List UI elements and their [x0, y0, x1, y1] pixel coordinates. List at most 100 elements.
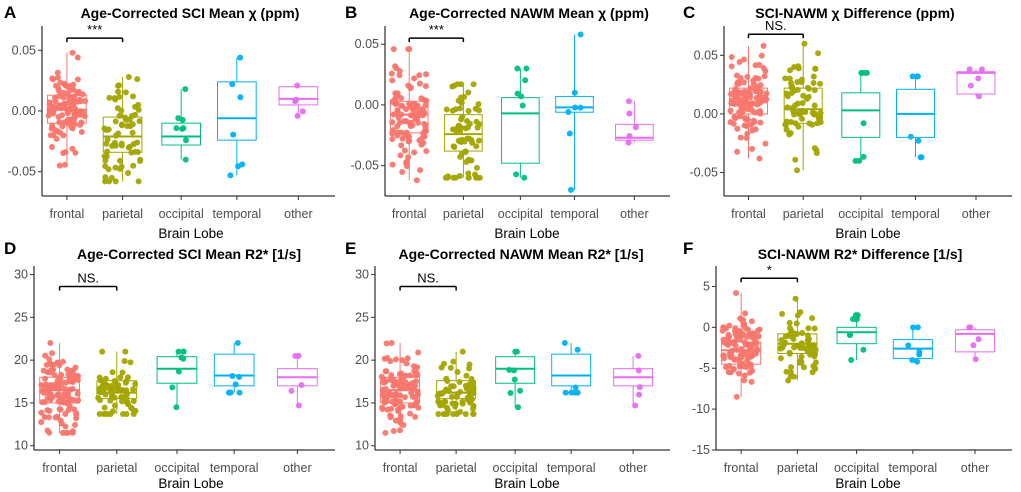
data-point	[966, 324, 973, 331]
data-point	[572, 389, 579, 396]
panel-title: Age-Corrected SCI Mean R2* [1/s]	[77, 246, 301, 262]
data-point	[60, 150, 67, 157]
data-point	[98, 385, 105, 392]
data-point	[125, 74, 132, 80]
data-point	[388, 70, 395, 77]
data-point	[379, 391, 386, 398]
data-point	[761, 73, 768, 80]
data-point	[763, 96, 770, 103]
data-point	[456, 172, 463, 179]
data-point	[236, 389, 243, 396]
data-point	[129, 129, 136, 136]
data-point	[734, 148, 741, 155]
data-point	[107, 397, 114, 404]
data-point	[412, 413, 419, 420]
data-point	[728, 63, 735, 70]
box-parietal	[95, 348, 139, 418]
data-point	[577, 104, 584, 111]
data-point	[473, 174, 480, 181]
data-point	[813, 150, 820, 157]
panel-letter: E	[345, 239, 356, 258]
data-point	[58, 371, 65, 378]
data-point	[577, 31, 584, 38]
x-tick-label: temporal	[547, 461, 596, 475]
data-point	[82, 97, 89, 104]
data-point	[465, 156, 472, 163]
data-point	[752, 348, 759, 355]
data-point	[745, 88, 752, 95]
data-point	[468, 390, 475, 397]
y-tick-label: 10	[14, 439, 28, 453]
data-point	[743, 349, 750, 356]
data-point	[70, 81, 77, 88]
data-point	[454, 369, 461, 376]
data-point	[789, 83, 796, 90]
data-point	[748, 378, 755, 385]
data-point	[475, 101, 482, 108]
data-point	[102, 163, 109, 170]
y-tick-label: 0	[703, 320, 710, 334]
data-point	[760, 42, 767, 49]
data-point	[44, 427, 51, 434]
data-point	[782, 339, 789, 346]
data-point	[41, 389, 48, 396]
data-point	[75, 90, 82, 97]
data-point	[132, 111, 139, 118]
data-point	[117, 374, 124, 381]
panel-c: C SCI-NAWM χ Difference (ppm) -0.05 0.00 0…	[683, 3, 1012, 241]
data-point	[125, 169, 132, 176]
data-point	[435, 411, 442, 418]
x-tick-label: temporal	[889, 461, 938, 475]
data-point	[73, 410, 80, 417]
data-point	[626, 132, 633, 139]
data-point	[572, 384, 579, 391]
data-point	[789, 105, 796, 112]
box-iqr	[161, 122, 202, 146]
data-point	[811, 102, 818, 109]
data-point	[743, 134, 750, 141]
data-point	[791, 344, 798, 351]
data-point	[917, 154, 924, 161]
y-tick-label: 15	[355, 396, 369, 410]
panel-e: E Age-Corrected NAWM Mean R2* [1/s] 10 15…	[345, 239, 670, 491]
data-point	[752, 126, 759, 133]
data-point	[733, 393, 740, 400]
data-point	[473, 164, 480, 171]
data-point	[907, 133, 914, 140]
data-point	[401, 394, 408, 401]
panel-letter: D	[4, 239, 16, 258]
data-point	[397, 392, 404, 399]
y-tick-label: 15	[14, 396, 28, 410]
data-point	[750, 77, 757, 84]
data-point	[762, 67, 769, 74]
data-point	[132, 148, 139, 155]
box-iqr	[615, 123, 654, 141]
data-point	[744, 340, 751, 347]
data-point	[473, 118, 480, 125]
data-point	[797, 342, 804, 349]
data-point	[437, 402, 444, 409]
data-point	[456, 378, 463, 385]
data-point	[458, 99, 465, 106]
data-point	[111, 139, 118, 146]
data-point	[909, 356, 916, 363]
data-point	[118, 140, 125, 147]
data-point	[728, 100, 735, 107]
data-point	[51, 372, 58, 379]
data-point	[506, 366, 513, 373]
data-point	[406, 372, 413, 379]
data-point	[64, 116, 71, 123]
data-point	[420, 139, 427, 146]
data-point	[738, 89, 745, 96]
y-tick-label: 0.05	[12, 43, 36, 57]
data-point	[175, 368, 182, 375]
data-point	[413, 177, 420, 184]
box-iqr	[841, 92, 881, 138]
data-point	[858, 69, 865, 76]
data-point	[466, 365, 473, 372]
x-tick-label: other	[962, 207, 991, 221]
data-point	[459, 400, 466, 407]
data-point	[54, 392, 61, 399]
x-tick-label: parietal	[436, 461, 477, 475]
